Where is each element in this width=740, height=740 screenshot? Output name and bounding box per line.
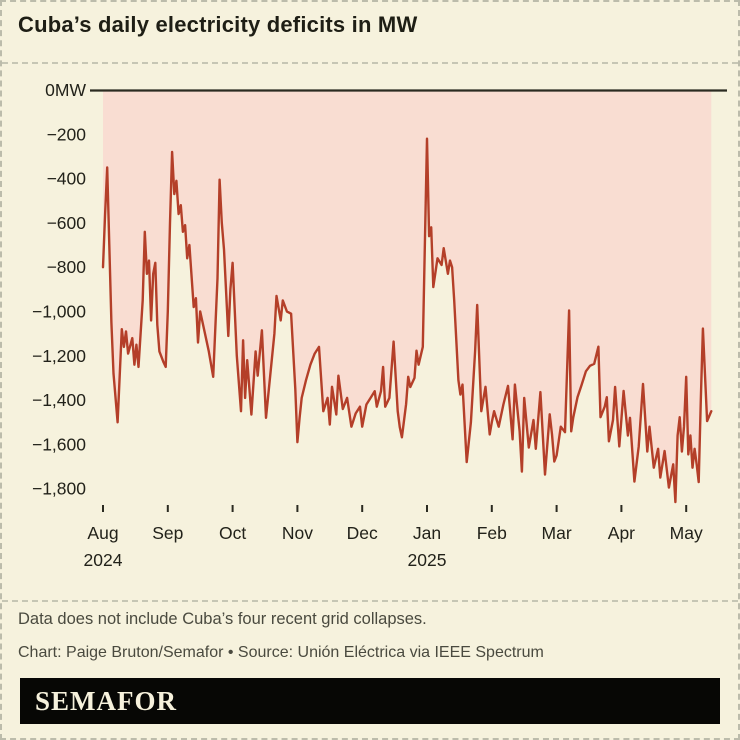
page-title: Cuba’s daily electricity deficits in MW [18,12,418,37]
x-axis-month-label: Jan [413,523,441,543]
x-axis-month-label: Sep [152,523,183,543]
x-axis-month-label: Mar [542,523,572,543]
semafor-logo-bar: SEMAFOR [20,678,720,724]
chart-footnote: Data does not include Cuba’s four recent… [18,610,427,628]
footer-separator [2,600,738,602]
chart-credit: Chart: Paige Bruton/Semafor • Source: Un… [18,644,544,661]
y-axis-label: −1,400 [32,390,86,410]
deficit-line [101,137,713,504]
x-axis-month-label: Feb [477,523,507,543]
deficit-area-chart: 0MW −200 −400 −600 −800 −1,000 −1,200 −1,400 −1,… [32,80,727,570]
x-axis-month-label: May [670,523,703,543]
y-axis-label: −1,600 [32,434,86,454]
x-axis-month-label: Oct [219,523,246,543]
deficit-area [103,91,712,502]
title-separator [2,62,738,64]
x-axis-month-label: Nov [282,523,313,543]
y-axis-label: −600 [47,213,87,233]
y-axis-label: −1,200 [32,346,86,366]
y-axis-label: −200 [47,124,87,144]
x-axis-year-label: 2024 [84,550,123,570]
x-axis-month-label: Apr [608,523,635,543]
y-axis-label: −400 [47,169,87,189]
x-axis-year-label: 2025 [408,550,447,570]
y-axis-label: −1,800 [32,479,86,499]
semafor-wordmark: SEMAFOR [35,685,177,716]
x-axis-month-label: Aug [87,523,118,543]
x-axis-month-label: Dec [347,523,378,543]
y-axis-label: 0MW [45,80,86,100]
y-axis-label: −1,000 [32,302,86,322]
y-axis-label: −800 [47,257,87,277]
